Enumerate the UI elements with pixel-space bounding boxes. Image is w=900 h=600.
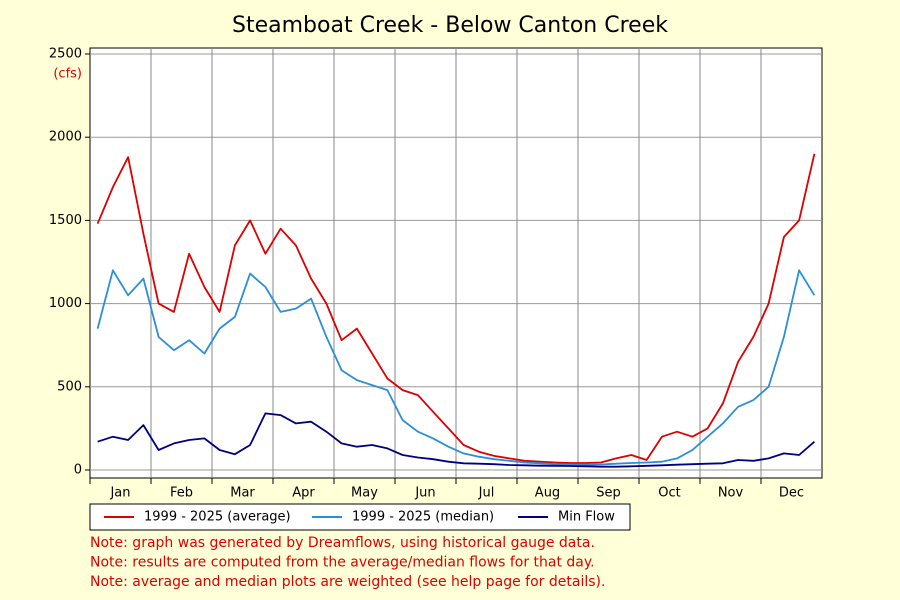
y-tick-label: 500 bbox=[57, 379, 82, 394]
y-tick-label: 2000 bbox=[49, 130, 82, 145]
x-tick-label: Apr bbox=[292, 486, 315, 501]
x-tick-label: Aug bbox=[535, 486, 560, 501]
y-tick-label: 2500 bbox=[49, 47, 82, 62]
x-tick-label: Feb bbox=[170, 486, 193, 501]
note: Note: graph was generated by Dreamflows,… bbox=[90, 535, 595, 551]
y-tick-label: 1000 bbox=[49, 296, 82, 311]
x-tick-label: Oct bbox=[658, 486, 680, 501]
chart-title: Steamboat Creek - Below Canton Creek bbox=[232, 13, 668, 38]
y-tick-label: 0 bbox=[74, 463, 82, 478]
note: Note: results are computed from the aver… bbox=[90, 555, 595, 571]
x-tick-label: Jul bbox=[478, 486, 495, 501]
x-tick-label: Sep bbox=[596, 486, 621, 501]
legend-label: 1999 - 2025 (median) bbox=[352, 510, 494, 525]
legend-label: 1999 - 2025 (average) bbox=[144, 510, 291, 525]
series-line bbox=[96, 153, 816, 464]
x-tick-label: Mar bbox=[230, 486, 255, 501]
x-tick-label: Jun bbox=[414, 486, 435, 501]
y-tick-label: 1500 bbox=[49, 213, 82, 228]
series-line bbox=[96, 269, 816, 466]
x-tick-label: May bbox=[351, 486, 378, 501]
y-unit: (cfs) bbox=[53, 67, 82, 82]
note: Note: average and median plots are weigh… bbox=[90, 574, 605, 590]
series-line bbox=[97, 412, 815, 468]
x-tick-label: Nov bbox=[718, 486, 744, 501]
x-tick-label: Jan bbox=[109, 486, 130, 501]
x-tick-label: Dec bbox=[779, 486, 804, 501]
legend-label: Min Flow bbox=[558, 510, 615, 525]
